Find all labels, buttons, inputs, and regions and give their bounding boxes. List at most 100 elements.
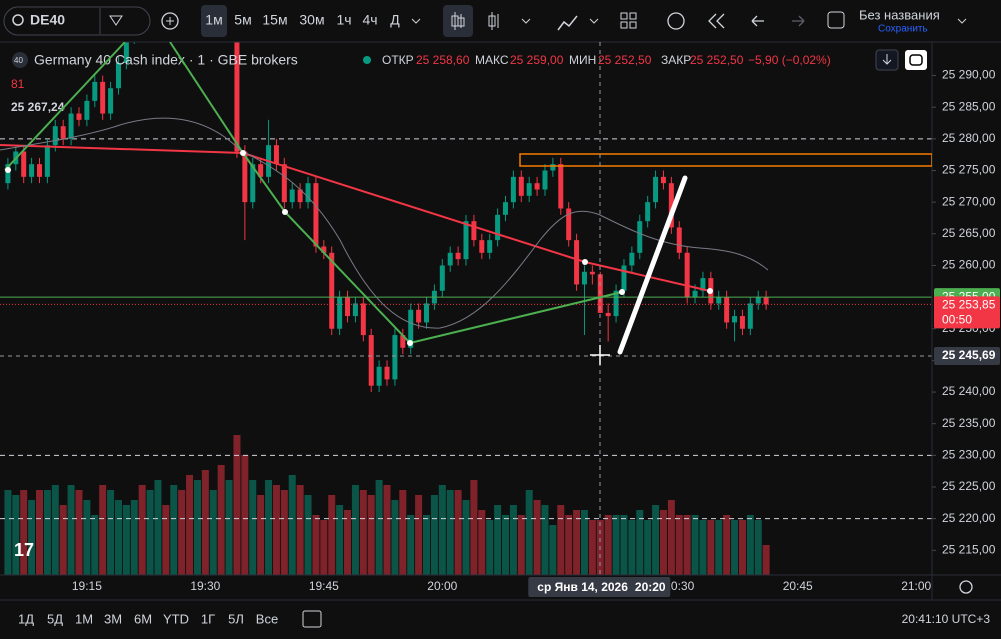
candle-body [471, 221, 477, 241]
range-button[interactable]: 6М [134, 611, 152, 626]
volume-bar [225, 480, 233, 575]
plot [0, 42, 932, 575]
volume-bar [280, 490, 288, 575]
range-button[interactable]: 1Г [201, 611, 215, 626]
crosshair-price-label: 25 245,69 [942, 348, 996, 362]
candle-body [739, 316, 745, 329]
legend-high: 25 259,00 [510, 53, 564, 67]
volume-bar [715, 520, 723, 575]
crosshair-time-badge [528, 577, 671, 597]
volume-bar [478, 510, 486, 575]
interval[interactable]: 1ч [336, 12, 351, 28]
volume-bar [351, 485, 359, 575]
candle-body [447, 252, 453, 266]
volume-bar [675, 515, 683, 575]
range-button[interactable]: 5Д [47, 611, 63, 626]
volume-bar [683, 515, 691, 575]
candle-body [100, 81, 106, 114]
candle-body [424, 303, 430, 323]
interval[interactable]: 4ч [362, 12, 377, 28]
range-button[interactable]: 1Д [18, 611, 34, 626]
candle-body [400, 335, 406, 348]
interval[interactable]: 5м [234, 12, 251, 28]
save-label[interactable]: Сохранить [878, 24, 928, 35]
interval[interactable]: 15м [262, 12, 287, 28]
bid: 25 267,24 [11, 100, 65, 114]
candle-body [258, 164, 264, 177]
volume-bar [399, 490, 407, 575]
indicators-icon[interactable] [557, 15, 578, 31]
candle-body [763, 297, 769, 305]
layout-name[interactable]: Без названия [859, 7, 940, 22]
symbol[interactable]: DE40 [30, 12, 65, 28]
legend-low: 25 252,50 [598, 53, 652, 67]
calendar-icon[interactable] [302, 610, 322, 628]
layout-icon[interactable] [620, 12, 637, 29]
candle-body [352, 303, 358, 317]
redo-icon[interactable] [792, 15, 805, 27]
volume-bar [462, 500, 470, 575]
mode-btn[interactable] [905, 50, 927, 70]
volume-bar [667, 500, 675, 575]
undo-icon[interactable] [751, 15, 764, 27]
legend-low-label: МИН [569, 53, 596, 67]
volume-bar [375, 480, 383, 575]
chevron[interactable] [411, 18, 421, 24]
candle-body [645, 202, 651, 222]
interval[interactable]: 1м [205, 12, 222, 28]
y-tick-label: 25 260,00 [942, 258, 996, 272]
range-button[interactable]: Все [256, 611, 278, 626]
symbol-box[interactable] [3, 6, 151, 36]
settings-icon[interactable] [959, 580, 973, 594]
legend-open: 25 258,60 [416, 53, 470, 67]
volume-bar [51, 485, 59, 575]
volume-bar [233, 435, 241, 575]
volume-bar [304, 495, 312, 575]
legend-close: 25 252,50 [690, 53, 744, 67]
x-tick-label: 19:30 [190, 579, 220, 593]
candle-body [487, 240, 493, 253]
candle-body [637, 221, 643, 253]
interval[interactable]: Д [390, 12, 400, 28]
alert-icon[interactable] [667, 12, 685, 30]
candle-body [495, 214, 501, 241]
candle-body [52, 126, 58, 146]
layout-box[interactable] [827, 11, 845, 29]
volume-bar [533, 500, 541, 575]
candle-body [376, 366, 382, 386]
candle-body [29, 164, 35, 177]
volume-bar [67, 485, 75, 575]
range-button[interactable]: 3М [104, 611, 122, 626]
range-button[interactable]: YTD [163, 611, 189, 626]
bar-icon[interactable] [488, 12, 499, 30]
status-dot [363, 56, 371, 64]
candle-body [716, 297, 722, 304]
search-icon [12, 14, 24, 26]
y-tick-label: 25 270,00 [942, 194, 996, 208]
legend-change: −5,90 (−0,02%) [748, 53, 831, 67]
chevron[interactable] [521, 18, 531, 24]
candle-body [273, 145, 279, 165]
candle-body [123, 42, 129, 63]
volume-bar [446, 490, 454, 575]
range-button[interactable]: 5Л [228, 611, 244, 626]
candle-body [368, 335, 374, 386]
candle-body [534, 183, 540, 190]
interval[interactable]: 30м [299, 12, 324, 28]
replay-icon[interactable] [708, 13, 725, 29]
candle-body [313, 183, 319, 247]
y-tick-label: 25 235,00 [942, 416, 996, 430]
volume-bar [470, 480, 478, 575]
add-icon[interactable] [161, 12, 179, 30]
candle-body [558, 164, 564, 209]
compare-icon[interactable] [109, 15, 123, 26]
y-tick-label: 25 275,00 [942, 163, 996, 177]
ohlc: ОТКР 25 258,60 МАКС 25 259,00 МИН 25 252,50 ЗА… [382, 53, 831, 67]
volume-bar [107, 490, 115, 575]
chevron[interactable] [957, 18, 967, 24]
chevron[interactable] [589, 18, 599, 24]
range-button[interactable]: 1М [75, 611, 93, 626]
candle-body [668, 183, 674, 228]
candle-body [68, 113, 74, 139]
volume-bar [83, 500, 91, 575]
